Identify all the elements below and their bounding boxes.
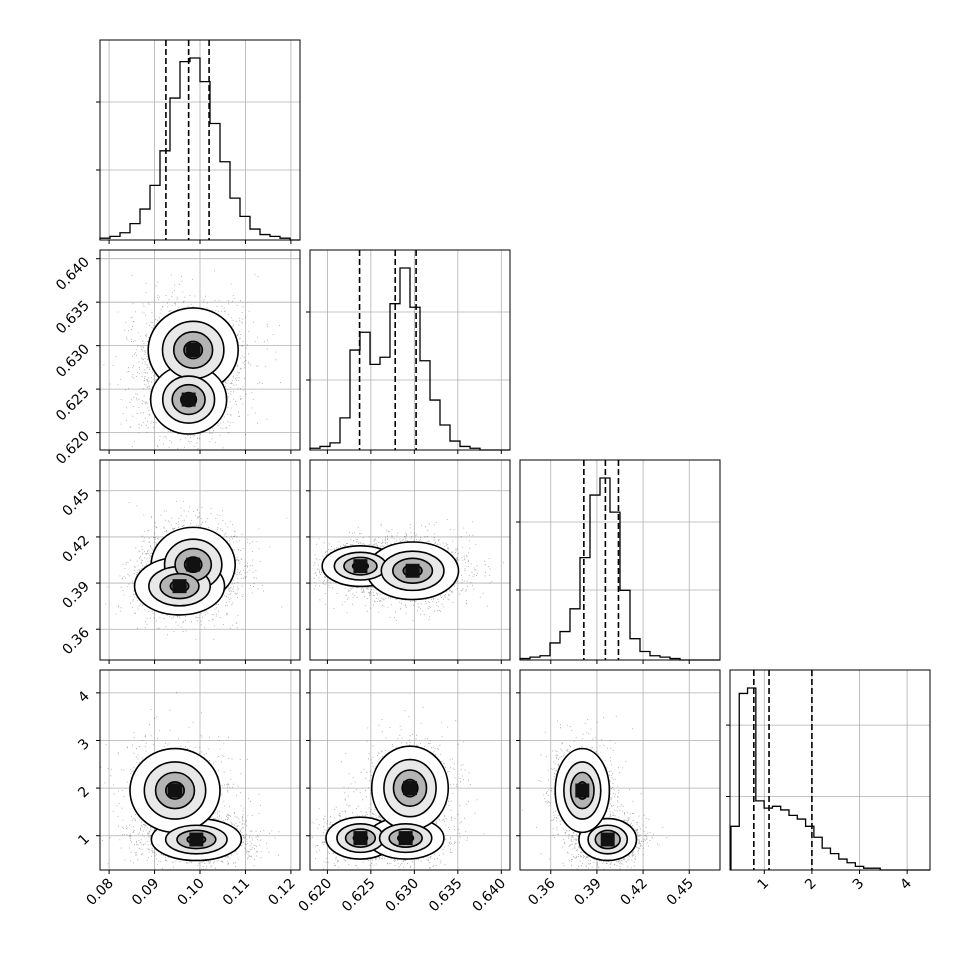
histogram-step xyxy=(730,687,930,871)
density-peak xyxy=(186,343,201,357)
y-tick-label: 3 xyxy=(75,736,93,754)
x-tick-label: 0.12 xyxy=(265,876,298,909)
x-tick-label: 0.42 xyxy=(618,876,651,909)
x-tick-label: 0.635 xyxy=(426,876,466,916)
histogram-panel-3: 1 2 3 4 xyxy=(726,669,931,894)
scatter-panel-0-2: 0.36 0.39 0.42 0.45 xyxy=(59,459,301,664)
histogram-panel-0 xyxy=(96,39,301,244)
scatter-content xyxy=(313,519,504,621)
scatter-content xyxy=(100,692,280,870)
density-peak xyxy=(353,831,368,846)
density-peak xyxy=(405,563,420,578)
y-tick-label: 0.620 xyxy=(53,428,93,468)
scatter-0-2-frame xyxy=(99,459,301,661)
x-tick-label: 0.10 xyxy=(174,876,207,909)
x-tick-label: 0.620 xyxy=(296,876,336,916)
histogram-3-grid xyxy=(763,670,908,870)
scatter-panel-0-3: 0.08 0.09 0.10 0.11 0.12 1 2 3 4 xyxy=(75,669,301,909)
x-tick-label: 0.08 xyxy=(84,876,117,909)
density-peak xyxy=(398,831,413,846)
scatter-content xyxy=(522,715,668,870)
density-peak xyxy=(189,832,204,847)
density-peak xyxy=(168,783,182,798)
histogram-3-frame xyxy=(729,669,931,871)
x-tick-label: 0.45 xyxy=(664,876,697,909)
y-tick-label: 4 xyxy=(75,688,93,706)
x-tick-label: 3 xyxy=(850,876,868,894)
histogram-step xyxy=(99,57,300,241)
x-tick-label: 0.630 xyxy=(383,876,423,916)
x-tick-label: 0.39 xyxy=(571,876,604,909)
histogram-2-frame xyxy=(519,459,721,661)
histogram-1-grid xyxy=(326,250,502,450)
scatter-panel-2-3: 0.36 0.39 0.42 0.45 xyxy=(516,669,721,909)
scatter-0-3-frame xyxy=(99,669,301,871)
scatter-2-3-frame xyxy=(519,669,721,871)
histogram-0-frame xyxy=(99,39,301,241)
x-tick-label: 0.11 xyxy=(220,876,253,909)
y-tick-label: 0.625 xyxy=(53,385,93,425)
hist-grid xyxy=(310,311,510,381)
scatter-panel-1-2 xyxy=(306,459,511,664)
scatter-content xyxy=(311,706,485,870)
histogram-2-grid xyxy=(550,460,690,660)
scatter-content xyxy=(105,489,288,640)
x-tick-label: 0.625 xyxy=(339,876,379,916)
scatter-1-2-frame xyxy=(309,459,511,661)
scatter-content xyxy=(103,270,281,450)
x-tick-label: 0.640 xyxy=(469,876,509,916)
x-tick-label: 2 xyxy=(802,876,820,894)
scatter-0-1-frame xyxy=(99,249,301,451)
density-peak xyxy=(186,557,201,572)
histogram-1-frame xyxy=(309,249,511,451)
y-tick-label: 0.635 xyxy=(53,298,93,338)
x-tick-label: 0.36 xyxy=(525,875,558,908)
y-tick-label: 2 xyxy=(75,784,93,802)
density-peak xyxy=(575,783,590,798)
y-tick-label: 0.630 xyxy=(53,341,93,381)
y-tick-label: 0.640 xyxy=(53,254,93,294)
y-tick-label: 0.36 xyxy=(59,625,92,658)
histogram-panel-2 xyxy=(516,459,721,664)
x-tick-label: 4 xyxy=(897,875,915,893)
histogram-panel-1 xyxy=(306,249,511,454)
hist-grid xyxy=(730,724,930,797)
density-peak xyxy=(353,559,368,574)
histogram-step xyxy=(309,267,510,451)
scatter-panel-1-3: 0.620 0.625 0.630 0.635 0.640 xyxy=(296,669,511,916)
density-peak xyxy=(181,392,196,407)
scatter-points xyxy=(100,692,280,870)
y-tick-label: 0.39 xyxy=(59,579,92,612)
y-tick-label: 0.42 xyxy=(59,532,92,565)
histogram-step xyxy=(519,477,720,661)
density-peak xyxy=(172,579,187,594)
x-tick-label: 0.09 xyxy=(129,876,162,909)
scatter-1-3-frame xyxy=(309,669,511,871)
y-tick-label: 1 xyxy=(75,831,93,849)
density-peak xyxy=(403,781,417,796)
y-tick-label: 0.45 xyxy=(59,486,92,519)
density-peak xyxy=(600,832,615,847)
x-tick-label: 1 xyxy=(754,876,772,894)
